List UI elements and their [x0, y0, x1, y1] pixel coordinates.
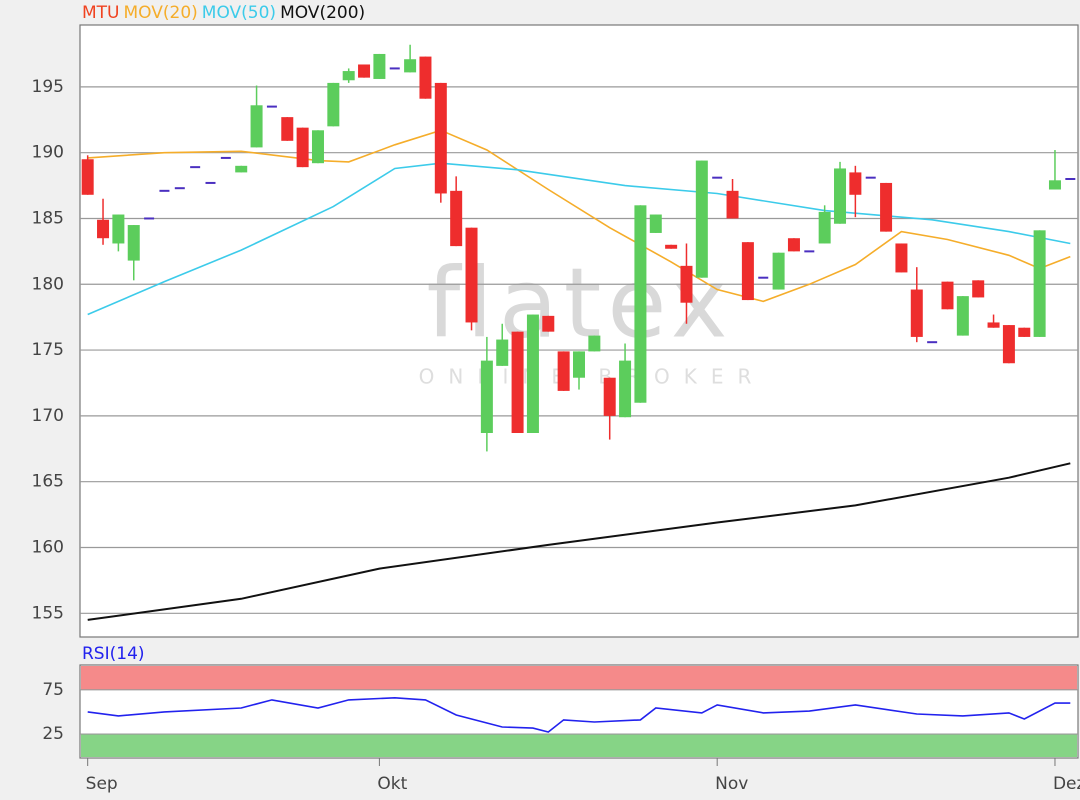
- candle-body: [603, 377, 616, 416]
- candle-body: [250, 105, 263, 148]
- candle-body: [235, 165, 248, 173]
- y-tick-label: 190: [32, 143, 64, 163]
- y-tick-label: 165: [32, 472, 64, 492]
- candle-body: [895, 243, 908, 273]
- legend-entry: MOV(20): [124, 3, 198, 23]
- oversold-zone: [81, 734, 1077, 757]
- candle-body: [834, 168, 847, 224]
- y-tick-label: 185: [32, 208, 64, 228]
- candle-body: [695, 160, 708, 278]
- watermark-sub: ONLINE BROKER: [419, 365, 766, 389]
- line-series: [87, 462, 1071, 621]
- candle-body: [373, 53, 386, 79]
- candle-body: [511, 331, 524, 433]
- x-tick-label: Sep: [86, 774, 118, 794]
- y-tick-label: 160: [32, 538, 64, 558]
- y-tick-label: 155: [32, 603, 64, 623]
- candle-body: [588, 335, 601, 352]
- candle-body: [726, 190, 739, 219]
- candle-body: [112, 214, 125, 244]
- legend-entry: RSI(14): [82, 644, 145, 664]
- overbought-zone: [81, 666, 1077, 690]
- candle-body: [818, 211, 831, 244]
- candle-body: [465, 227, 478, 323]
- candle-body: [542, 315, 555, 332]
- candle-body: [81, 159, 94, 195]
- candle-body: [450, 190, 463, 247]
- legend-entry: MOV(50): [202, 3, 276, 23]
- candle-body: [573, 351, 585, 378]
- line-series: [87, 162, 1071, 316]
- candle-body: [327, 82, 340, 127]
- x-tick-label: Okt: [377, 774, 407, 794]
- candle-body: [127, 225, 140, 261]
- y-tick-label: 195: [32, 77, 64, 97]
- candle-body: [910, 289, 923, 337]
- y-tick-label: 75: [42, 680, 64, 700]
- candle-body: [526, 314, 539, 433]
- candle-body: [434, 82, 447, 194]
- candle-body: [1018, 327, 1031, 337]
- candle-body: [772, 252, 785, 290]
- candle-body: [680, 265, 693, 303]
- line-series: [87, 696, 1071, 733]
- candle-body: [1033, 230, 1046, 337]
- candle-body: [97, 219, 110, 239]
- y-tick-label: 180: [32, 274, 64, 294]
- candle-body: [849, 172, 862, 195]
- candle-body: [634, 205, 647, 403]
- legend-entry: MTU: [82, 3, 120, 23]
- candle-body: [480, 360, 493, 433]
- candle-body: [956, 296, 969, 336]
- candle-body: [987, 322, 1000, 328]
- candle-body: [972, 280, 985, 298]
- candle-body: [787, 238, 800, 252]
- x-tick-label: Nov: [715, 774, 748, 794]
- y-tick-label: 25: [42, 724, 64, 744]
- candle-body: [741, 242, 754, 301]
- candle-body: [557, 351, 570, 391]
- candle-body: [342, 71, 355, 81]
- y-tick-label: 170: [32, 406, 64, 426]
- x-tick-label: Dez: [1053, 774, 1080, 794]
- candle-body: [296, 127, 309, 168]
- candle-body: [665, 244, 678, 249]
- candle-body: [649, 214, 662, 233]
- y-tick-label: 175: [32, 340, 64, 360]
- candle-body: [311, 130, 324, 164]
- candle-body: [619, 360, 632, 418]
- candle-body: [880, 182, 893, 232]
- candle-body: [419, 56, 432, 99]
- candle-body: [404, 59, 417, 73]
- candle-body: [281, 117, 294, 141]
- candle-body: [941, 281, 954, 310]
- legend-entry: MOV(200): [280, 3, 365, 23]
- candle-body: [1002, 325, 1015, 364]
- candle-body: [358, 64, 371, 78]
- candle-body: [496, 339, 509, 366]
- candle-body: [1048, 180, 1061, 190]
